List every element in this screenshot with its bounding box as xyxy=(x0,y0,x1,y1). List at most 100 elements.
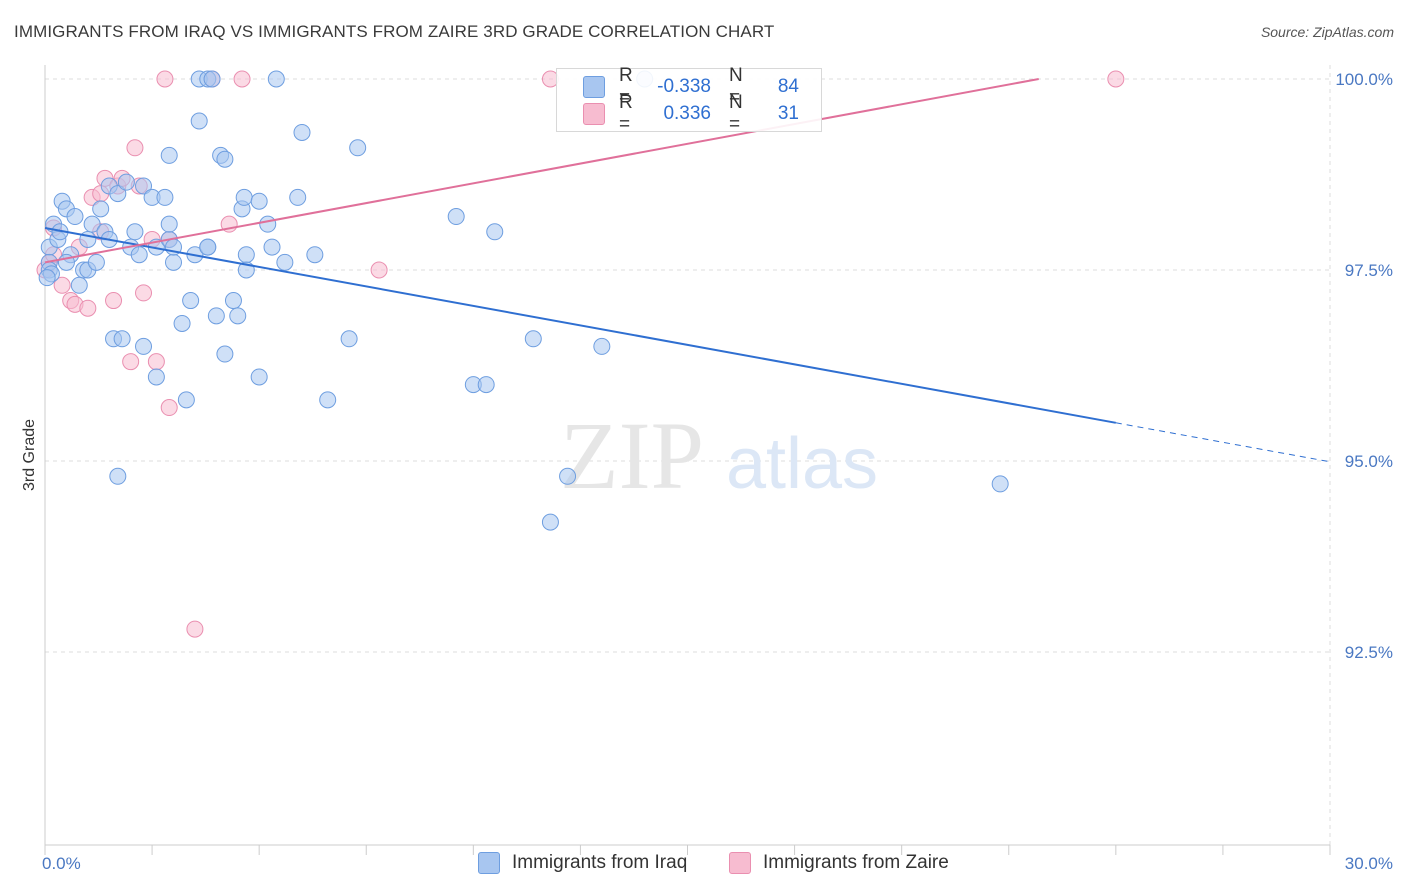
iraq-point xyxy=(117,173,135,191)
iraq-point xyxy=(203,70,221,88)
legend-r-value: -0.338 xyxy=(657,76,711,97)
legend-label-iraq: Immigrants from Iraq xyxy=(512,852,688,873)
watermark-zip: ZIP xyxy=(560,402,704,509)
x-tick-label: 0.0% xyxy=(42,854,81,873)
iraq-point xyxy=(156,188,174,206)
iraq-point xyxy=(109,185,127,203)
iraq-point xyxy=(559,467,577,485)
iraq-point xyxy=(165,253,182,271)
legend-n-label: N = xyxy=(729,92,743,135)
source-label: Source: ZipAtlas.com xyxy=(1260,24,1394,40)
y-tick-label: 97.5% xyxy=(1345,261,1393,280)
legend-item-zaire[interactable]: Immigrants from Zaire xyxy=(729,852,949,874)
zaire-point xyxy=(135,284,153,302)
iraq-point xyxy=(486,223,504,241)
zaire-point xyxy=(79,299,97,317)
series-iraq-points xyxy=(38,70,1009,531)
iraq-point xyxy=(147,368,165,386)
legend-item-iraq[interactable]: Immigrants from Iraq xyxy=(478,852,687,874)
legend-swatch-iraq xyxy=(583,76,605,98)
iraq-point xyxy=(135,337,153,355)
iraq-point xyxy=(160,146,178,164)
chart-title: IMMIGRANTS FROM IRAQ VS IMMIGRANTS FROM … xyxy=(14,22,775,41)
iraq-point xyxy=(83,215,101,233)
zaire-point xyxy=(156,70,174,88)
iraq-point xyxy=(207,307,225,325)
legend-swatch-zaire xyxy=(583,103,605,125)
watermark: ZIP atlas xyxy=(560,402,878,509)
stats-legend: R = -0.338 N = 84 R = 0.336 N = 31 xyxy=(556,65,822,135)
iraq-point xyxy=(199,238,217,256)
iraq-point xyxy=(92,200,110,218)
legend-r-value: 0.336 xyxy=(663,103,711,124)
y-tick-label: 92.5% xyxy=(1345,643,1393,662)
legend-row-zaire: R = 0.336 N = 31 xyxy=(583,92,799,135)
iraq-point xyxy=(130,246,148,264)
iraq-point xyxy=(306,246,324,264)
series-zaire-points xyxy=(36,70,1125,638)
legend-swatch-zaire xyxy=(729,852,751,874)
iraq-point xyxy=(319,391,337,409)
iraq-point xyxy=(113,330,131,348)
iraq-point xyxy=(160,215,178,233)
iraq-point xyxy=(477,376,495,394)
series-legend: Immigrants from Iraq Immigrants from Zai… xyxy=(0,852,1406,876)
iraq-point xyxy=(267,70,285,88)
zaire-point xyxy=(126,139,144,157)
iraq-point xyxy=(38,269,56,287)
zaire-point xyxy=(105,292,123,310)
iraq-point xyxy=(87,253,105,271)
iraq-point xyxy=(229,307,247,325)
trend-lines xyxy=(44,78,1331,463)
iraq-point xyxy=(190,112,208,130)
iraq-point xyxy=(263,238,281,256)
y-axis-label: 3rd Grade xyxy=(21,419,38,491)
zaire-point xyxy=(122,353,140,371)
iraq-point xyxy=(250,368,268,386)
legend-label-zaire: Immigrants from Zaire xyxy=(763,852,949,873)
watermark-atlas: atlas xyxy=(726,424,878,504)
zaire-point xyxy=(147,353,165,371)
iraq-point xyxy=(593,337,611,355)
iraq-point xyxy=(293,123,311,141)
iraq-point xyxy=(250,192,268,210)
zaire-trend-line xyxy=(44,78,1039,264)
iraq-point xyxy=(224,292,242,310)
iraq-point xyxy=(216,150,234,168)
iraq-point xyxy=(289,188,307,206)
iraq-point xyxy=(541,513,559,531)
legend-r-label: R = xyxy=(619,92,633,135)
legend-row-iraq: R = -0.338 N = 84 xyxy=(583,65,799,108)
iraq-point xyxy=(66,208,84,226)
legend-n-label: N = xyxy=(729,65,743,108)
iraq-point xyxy=(524,330,542,348)
iraq-point xyxy=(276,253,294,271)
x-tick-label: 30.0% xyxy=(1345,854,1393,873)
iraq-point xyxy=(70,276,88,294)
iraq-point xyxy=(259,215,277,233)
zaire-point xyxy=(160,399,178,417)
iraq-point xyxy=(340,330,358,348)
legend-n-value: 84 xyxy=(777,76,799,97)
iraq-point xyxy=(182,292,200,310)
legend-n-value: 31 xyxy=(777,103,799,124)
zaire-point xyxy=(53,276,71,294)
iraq-point xyxy=(447,208,465,226)
zaire-point xyxy=(1107,70,1125,88)
iraq-point xyxy=(216,345,234,363)
iraq-point xyxy=(109,467,127,485)
iraq-point xyxy=(237,246,255,264)
y-tick-label: 95.0% xyxy=(1345,452,1393,471)
legend-swatch-iraq xyxy=(478,852,500,874)
zaire-point xyxy=(186,620,204,638)
y-tick-label: 100.0% xyxy=(1335,70,1393,89)
iraq-trend-extension xyxy=(1115,422,1331,463)
legend-r-label: R = xyxy=(619,65,633,108)
iraq-point xyxy=(126,223,144,241)
iraq-point xyxy=(135,177,153,195)
zaire-point xyxy=(233,70,251,88)
iraq-point xyxy=(991,475,1009,493)
axes xyxy=(44,65,1331,855)
iraq-point xyxy=(173,314,191,332)
iraq-point xyxy=(177,391,195,409)
